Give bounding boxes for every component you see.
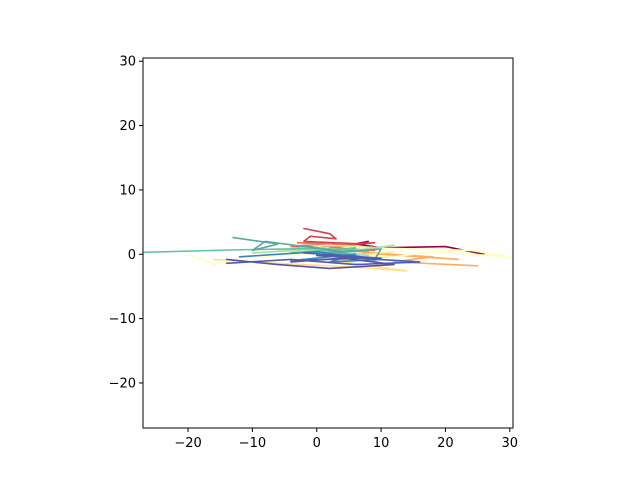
- series-line-9: [143, 247, 370, 258]
- series-line-13: [225, 257, 395, 270]
- y-axis: −20 −10 0 10 20 30: [109, 55, 143, 391]
- x-tick-label: −10: [239, 436, 266, 451]
- y-tick-label: 10: [119, 183, 136, 198]
- x-tick-label: 10: [373, 436, 390, 451]
- y-tick-label: −10: [109, 312, 136, 327]
- y-tick-label: 0: [128, 248, 136, 263]
- x-axis: −20 −10 0 10 20 30: [174, 428, 518, 451]
- series-layer: [143, 227, 511, 272]
- y-tick-label: 20: [119, 119, 136, 134]
- series-line-6: [187, 247, 511, 266]
- plot-frame: [142, 57, 514, 429]
- x-tick-label: 30: [502, 436, 519, 451]
- series-line-2: [303, 227, 376, 248]
- series-line-12: [225, 252, 421, 266]
- x-tick-label: 0: [313, 436, 321, 451]
- y-tick-label: 30: [119, 55, 136, 70]
- x-tick-label: −20: [174, 436, 201, 451]
- y-tick-label: −20: [109, 376, 136, 391]
- x-tick-label: 20: [437, 436, 454, 451]
